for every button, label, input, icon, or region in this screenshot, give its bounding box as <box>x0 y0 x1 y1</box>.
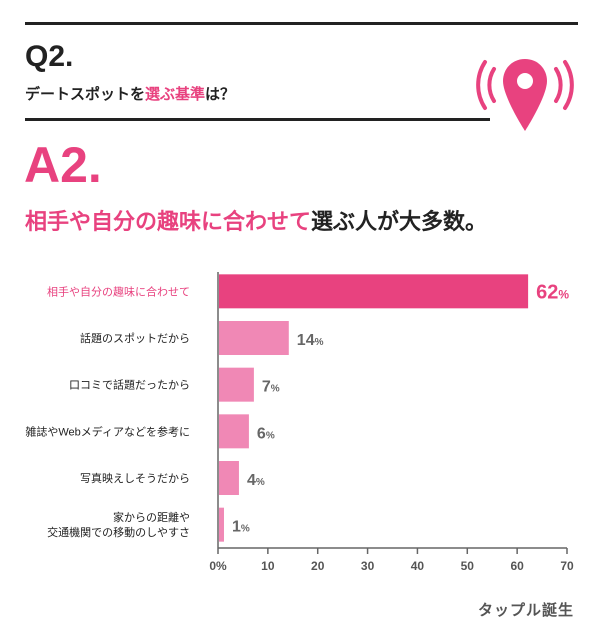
question-number: Q2. <box>25 40 74 73</box>
bar <box>219 274 529 309</box>
value-label: 1% <box>232 519 250 536</box>
question-text-after: は？ <box>205 86 236 103</box>
category-label: 雑誌やWebメディアなどを参考に <box>25 424 190 438</box>
value-label: 4% <box>247 472 265 489</box>
bar <box>219 321 289 355</box>
answer-text-highlight: 相手や自分の趣味に合わせて <box>25 209 312 234</box>
category-label: 相手や自分の趣味に合わせて <box>47 284 190 298</box>
x-tick-label: 70 <box>560 559 574 573</box>
answer-text-after: 選ぶ人が大多数。 <box>311 209 488 234</box>
x-tick-label: 30 <box>361 559 375 573</box>
bar <box>219 461 239 495</box>
value-unit: % <box>256 477 265 488</box>
category-label: 交通機関での移動のしやすさ <box>47 525 190 539</box>
value-unit: % <box>266 430 275 441</box>
value-unit: % <box>271 384 280 395</box>
brand-logo: タップル誕生 <box>478 602 575 619</box>
x-tick-label: 0% <box>209 559 227 573</box>
category-label: 話題のスポットだから <box>80 331 190 345</box>
category-label: 写真映えしそうだから <box>80 471 190 485</box>
x-tick-label: 10 <box>261 559 275 573</box>
value-label: 14% <box>297 332 324 349</box>
answer-text: 相手や自分の趣味に合わせて選ぶ人が大多数。 <box>25 204 487 236</box>
x-tick-label: 50 <box>461 559 475 573</box>
value-unit: % <box>558 287 569 301</box>
question-text-highlight: 選ぶ基準 <box>145 86 206 103</box>
x-tick-label: 40 <box>411 559 425 573</box>
question-rule <box>25 118 490 121</box>
category-label: 家からの距離や <box>113 510 190 524</box>
question-text-before: デートスポットを <box>25 86 146 103</box>
bar <box>219 367 254 402</box>
value-label: 6% <box>257 425 275 442</box>
value-unit: % <box>315 337 324 348</box>
answer-number: A2. <box>24 137 102 193</box>
location-pin-icon <box>476 59 574 131</box>
bar <box>219 507 224 542</box>
question-text: デートスポットを選ぶ基準は？ <box>25 83 235 104</box>
x-tick-label: 20 <box>311 559 325 573</box>
category-label: 口コミで話題だったから <box>69 378 190 392</box>
x-tick-label: 60 <box>510 559 524 573</box>
bar <box>219 414 249 449</box>
bar-chart: 0% 10 20 30 40 50 60 70 相手や自分の趣味に合わせて 62% 話題のスポットだ… <box>25 272 574 573</box>
top-rule <box>25 22 578 25</box>
value-label: 62% <box>536 281 569 303</box>
value-label: 7% <box>262 379 280 396</box>
value-unit: % <box>241 524 250 535</box>
